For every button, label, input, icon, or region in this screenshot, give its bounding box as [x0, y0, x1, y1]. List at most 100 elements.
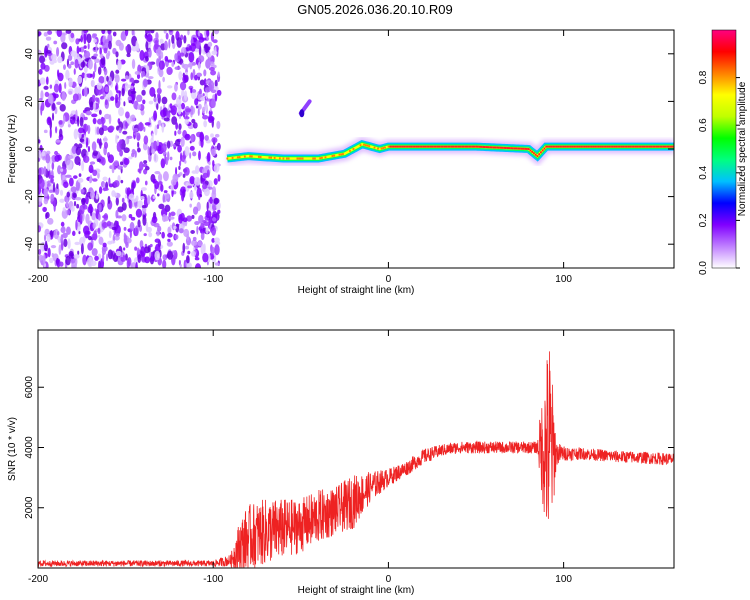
noise-speckle [174, 66, 181, 71]
noise-speckle [49, 94, 54, 105]
noise-speckle [83, 87, 88, 97]
noise-speckle [92, 178, 98, 182]
noise-speckle [156, 58, 160, 67]
noise-speckle [177, 129, 182, 135]
signal-peak [396, 145, 399, 148]
signal-peak [585, 145, 588, 148]
noise-speckle [98, 260, 101, 268]
signal-peak [617, 145, 619, 148]
noise-speckle [213, 163, 220, 173]
noise-speckle [163, 40, 168, 51]
noise-speckle [206, 201, 209, 212]
signal-peak [660, 145, 663, 148]
noise-speckle [194, 74, 198, 81]
noise-speckle [187, 185, 193, 189]
noise-speckle [111, 226, 117, 231]
noise-speckle [187, 250, 191, 255]
signal-peak [653, 145, 656, 148]
noise-speckle [197, 30, 201, 37]
noise-speckle [175, 223, 180, 233]
noise-speckle [65, 69, 70, 80]
signal-peak [434, 145, 437, 148]
noise-speckle [186, 215, 193, 222]
noise-speckle [200, 96, 206, 102]
signal-peak [627, 145, 630, 148]
noise-speckle [158, 181, 163, 185]
signal-peak [461, 145, 463, 148]
noise-speckle [135, 262, 138, 268]
x-tick-label: 0 [386, 574, 392, 585]
noise-speckle [90, 79, 96, 88]
signal-peak [236, 156, 239, 159]
noise-speckle [92, 222, 96, 229]
noise-speckle [217, 174, 221, 182]
signal-peak [419, 145, 421, 148]
noise-speckle [147, 245, 151, 253]
noise-speckle [203, 69, 207, 77]
noise-speckle [106, 253, 109, 262]
noise-speckle [93, 53, 98, 57]
noise-speckle [156, 93, 160, 99]
signal-peak [510, 147, 513, 150]
noise-speckle [182, 110, 186, 118]
noise-speckle [182, 63, 189, 70]
noise-speckle [111, 163, 114, 174]
noise-speckle [89, 174, 93, 184]
noise-speckle [96, 118, 103, 125]
noise-speckle [149, 243, 153, 248]
noise-speckle [177, 144, 182, 153]
noise-speckle [43, 234, 47, 242]
noise-speckle [188, 85, 194, 90]
signal-peak [273, 156, 276, 159]
noise-speckle [104, 86, 109, 93]
noise-speckle [210, 69, 217, 76]
noise-speckle [73, 200, 77, 207]
noise-speckle [44, 247, 48, 252]
noise-speckle [179, 264, 182, 268]
noise-speckle [167, 151, 170, 161]
noise-speckle [115, 69, 120, 74]
noise-speckle [57, 56, 63, 64]
noise-speckle [103, 141, 109, 149]
noise-speckle [107, 240, 113, 245]
noise-speckle [185, 255, 190, 264]
noise-speckle [82, 30, 89, 34]
noise-speckle [178, 71, 183, 81]
noise-speckle [113, 160, 119, 167]
signal-peak [359, 144, 362, 147]
noise-speckle [43, 253, 46, 265]
signal-peak [478, 145, 481, 148]
noise-speckle [56, 231, 60, 236]
signal-peak [380, 147, 383, 150]
noise-speckle [76, 45, 80, 56]
noise-speckle [199, 79, 205, 86]
noise-speckle [189, 176, 195, 185]
noise-speckle [56, 30, 62, 38]
signal-peak [298, 157, 301, 160]
noise-speckle [67, 154, 74, 160]
signal-peak [454, 145, 456, 148]
signal-peak [603, 145, 605, 148]
noise-speckle [191, 61, 197, 66]
noise-speckle [197, 240, 203, 247]
noise-speckle [83, 116, 88, 121]
noise-speckle [94, 255, 99, 261]
noise-speckle [146, 195, 151, 205]
noise-speckle [70, 61, 75, 65]
noise-speckle [146, 34, 153, 42]
noise-speckle [167, 238, 171, 242]
noise-speckle [48, 174, 55, 179]
noise-speckle [60, 221, 65, 227]
signal-peak [391, 145, 393, 148]
x-tick-label: -100 [203, 274, 223, 285]
noise-speckle [79, 116, 84, 127]
noise-speckle [91, 233, 98, 241]
signal-peak [561, 145, 563, 148]
noise-speckle [98, 234, 101, 238]
noise-speckle [53, 83, 60, 93]
noise-speckle [47, 247, 51, 258]
noise-speckle [125, 121, 128, 129]
noise-speckle [148, 232, 153, 238]
noise-speckle [106, 75, 109, 82]
signal-peak [485, 146, 488, 149]
